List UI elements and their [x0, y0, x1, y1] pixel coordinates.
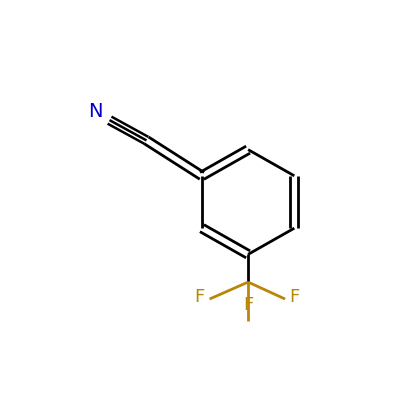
Text: F: F	[195, 288, 205, 306]
Text: F: F	[290, 288, 300, 306]
Text: N: N	[88, 102, 103, 121]
Text: F: F	[243, 296, 253, 314]
